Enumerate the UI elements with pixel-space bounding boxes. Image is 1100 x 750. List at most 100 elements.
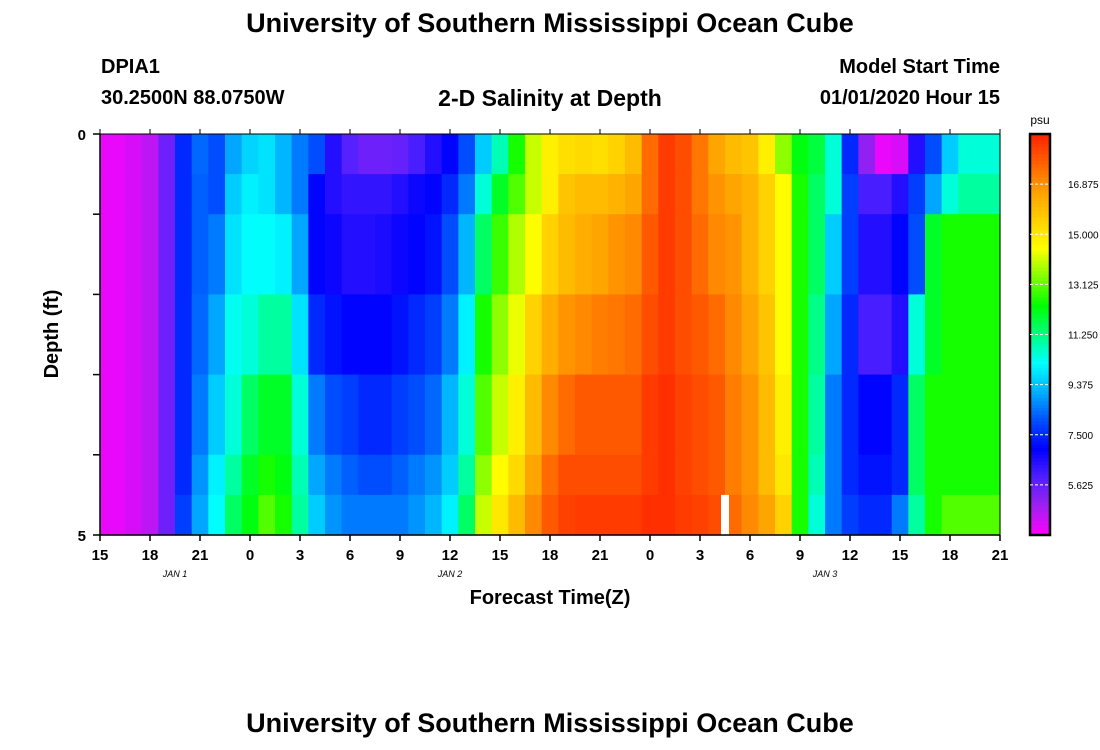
heatmap-cell xyxy=(975,494,993,536)
heatmap-cell xyxy=(425,134,443,175)
heatmap-cell xyxy=(375,174,393,215)
colorbar-segment xyxy=(1030,371,1050,376)
colorbar-segment xyxy=(1030,321,1050,326)
heatmap-cell xyxy=(841,454,859,496)
heatmap-cell xyxy=(858,214,876,295)
heatmap-cell xyxy=(908,294,926,376)
colorbar-segment xyxy=(1030,247,1050,252)
colorbar-segment xyxy=(1030,461,1050,466)
heatmap-cell xyxy=(141,374,159,456)
x-tick-label: 21 xyxy=(192,547,209,564)
colorbar-segment xyxy=(1030,374,1050,379)
colorbar-segment xyxy=(1030,207,1050,212)
colorbar-tick-label: 7.500 xyxy=(1068,431,1093,442)
heatmap-cell xyxy=(241,174,259,215)
heatmap-cell xyxy=(908,214,926,295)
heatmap-cell xyxy=(158,374,176,456)
heatmap-cell xyxy=(941,214,959,295)
heatmap-cell xyxy=(275,134,293,175)
heatmap-cell xyxy=(891,214,909,295)
heatmap-cell xyxy=(175,374,193,456)
heatmap-cell xyxy=(100,374,109,456)
heatmap-cell xyxy=(125,174,143,215)
heatmap-cell xyxy=(441,294,459,376)
heatmap-cell xyxy=(758,134,776,175)
heatmap-cell xyxy=(675,174,693,215)
heatmap-cell xyxy=(708,454,726,496)
heatmap-cell xyxy=(558,134,576,175)
colorbar-segment xyxy=(1030,260,1050,265)
colorbar-segment xyxy=(1030,250,1050,255)
heatmap-cell xyxy=(275,294,293,376)
heatmap-cell xyxy=(108,494,126,536)
heatmap-cell xyxy=(875,494,893,536)
colorbar-segment xyxy=(1030,481,1050,486)
heatmap-cell xyxy=(491,214,509,295)
date-label: JAN 1 xyxy=(162,569,188,579)
colorbar-segment xyxy=(1030,458,1050,463)
heatmap-cell xyxy=(575,494,593,536)
heatmap-cell xyxy=(358,174,376,215)
heatmap-cell xyxy=(475,454,493,496)
heatmap-cell xyxy=(291,374,309,456)
heatmap-cell xyxy=(125,454,143,496)
heatmap-cell xyxy=(991,494,1001,536)
heatmap-cell xyxy=(141,134,159,175)
heatmap-cell xyxy=(791,134,809,175)
heatmap-cell xyxy=(641,374,659,456)
heatmap-cell xyxy=(108,374,126,456)
colorbar-segment xyxy=(1030,464,1050,469)
colorbar-segment xyxy=(1030,511,1050,516)
colorbar-segment xyxy=(1030,297,1050,302)
colorbar-segment xyxy=(1030,304,1050,309)
heatmap-cell xyxy=(958,494,976,536)
heatmap-cell xyxy=(958,174,976,215)
heatmap-cell xyxy=(525,454,543,496)
colorbar-segment xyxy=(1030,271,1050,275)
heatmap-cell xyxy=(691,134,709,175)
colorbar-segment xyxy=(1030,431,1050,436)
heatmap-cell xyxy=(325,294,343,376)
heatmap-cell xyxy=(891,494,909,536)
colorbar-segment xyxy=(1030,404,1050,409)
colorbar-segment xyxy=(1030,387,1050,392)
heatmap-cell xyxy=(925,294,943,376)
heatmap-cell xyxy=(491,494,509,536)
colorbar-segment xyxy=(1030,521,1050,526)
heatmap-cell xyxy=(608,174,626,215)
heatmap-cell xyxy=(608,214,626,295)
heatmap-cell xyxy=(558,214,576,295)
model-start-value: 01/01/2020 Hour 15 xyxy=(819,87,1000,109)
colorbar-segment xyxy=(1030,174,1050,179)
heatmap-cell xyxy=(791,214,809,295)
heatmap-cell xyxy=(208,454,226,496)
colorbar-segment xyxy=(1030,428,1050,433)
heatmap-cell xyxy=(691,174,709,215)
heatmap-cell xyxy=(100,294,109,376)
heatmap-cell xyxy=(425,294,443,376)
colorbar-segment xyxy=(1030,438,1050,443)
heatmap-cell xyxy=(541,454,559,496)
heatmap-cell xyxy=(975,134,993,175)
heatmap-cell xyxy=(775,374,793,456)
heatmap-cell xyxy=(658,494,676,536)
heatmap-cell xyxy=(941,454,959,496)
heatmap-cell xyxy=(191,294,209,376)
heatmap-cell xyxy=(175,134,193,175)
heatmap-cell xyxy=(825,294,843,376)
colorbar-segment xyxy=(1030,421,1050,426)
heatmap-cell xyxy=(841,134,859,175)
heatmap-cell xyxy=(375,294,393,376)
colorbar-segment xyxy=(1030,184,1050,189)
heatmap-cell xyxy=(475,294,493,376)
heatmap-cell xyxy=(925,374,943,456)
heatmap-cell xyxy=(758,294,776,376)
colorbar-segment xyxy=(1030,451,1050,456)
heatmap-cell xyxy=(325,134,343,175)
heatmap-cell xyxy=(975,294,993,376)
heatmap-cell xyxy=(358,494,376,536)
y-axis: 05 xyxy=(78,127,101,545)
heatmap-cell xyxy=(241,214,259,295)
heatmap-cell xyxy=(608,134,626,175)
heatmap-cell xyxy=(258,214,276,295)
